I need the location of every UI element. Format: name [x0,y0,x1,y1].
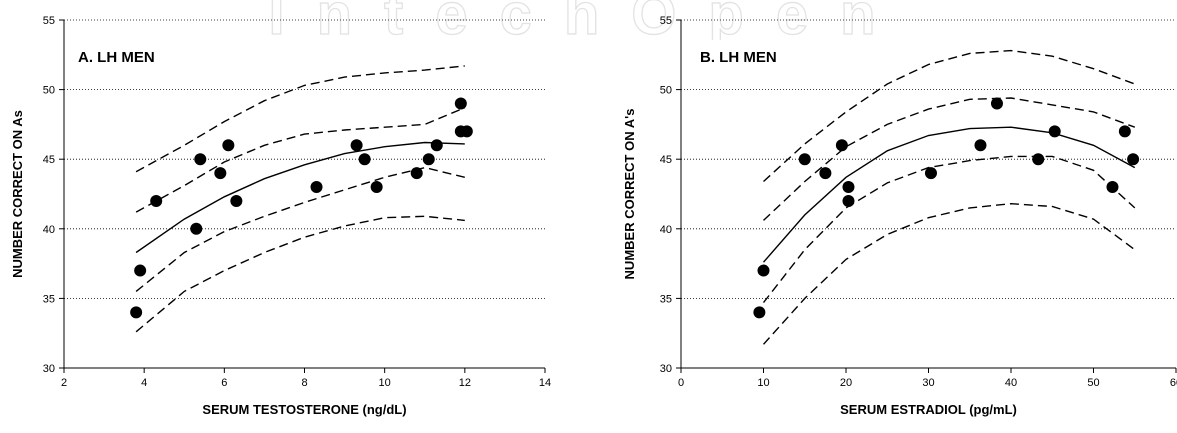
y-axis-title: NUMBER CORRECT ON A's [622,109,637,280]
data-point [454,97,467,110]
data-point [835,139,848,152]
x-axis-title: SERUM TESTOSTERONE (ng/dL) [202,402,406,417]
y-axis-title: NUMBER CORRECT ON As [10,110,25,278]
data-point [370,181,383,194]
x-tick-label: 10 [757,377,769,389]
x-tick-label: 8 [301,377,307,389]
x-tick-label: 40 [1005,377,1017,389]
chart-a: 30 35 40 45 50 55 2 4 6 8 10 12 14 A. LH MEN SERUM TES… [10,15,551,417]
data-point [350,139,363,152]
y-tick-label: 55 [660,15,672,27]
data-point [753,306,766,319]
data-point [1032,153,1045,166]
data-point [150,194,163,207]
regression-line [762,126,1136,263]
x-tick-label: 12 [459,377,471,389]
x-tick-label: 2 [61,377,67,389]
y-tick-label: 30 [43,363,55,375]
data-point [1127,153,1140,166]
data-point [134,264,147,277]
y-tick-label: 40 [43,224,55,236]
data-point [222,139,235,152]
x-tick-label: 10 [379,377,391,389]
data-point [1118,125,1131,138]
y-tick-label: 55 [43,15,55,27]
y-tick-label: 30 [660,363,672,375]
y-tick-label: 45 [43,154,55,166]
y-tick-label: 35 [660,293,672,305]
x-tick-label: 14 [539,377,551,389]
data-point [1106,181,1119,194]
data-point [460,125,473,138]
x-tick-label: 4 [141,377,147,389]
data-point [430,139,443,152]
x-tick-label: 30 [922,377,934,389]
data-point [130,306,143,319]
data-point [1048,125,1061,138]
confidence-band-line [135,65,465,173]
data-point [422,153,435,166]
y-tick-label: 35 [43,293,55,305]
data-point [924,167,937,180]
y-tick-label: 50 [660,85,672,97]
chart-title: A. LH MEN [78,49,155,66]
data-point [310,181,323,194]
confidence-band-line [763,49,1136,183]
y-tick-label: 40 [660,224,672,236]
data-point [194,153,207,166]
data-point [974,139,987,152]
data-point [358,153,371,166]
regression-line [135,141,465,254]
x-tick-label: 6 [221,377,227,389]
confidence-band-line [135,107,466,213]
y-tick-label: 45 [660,154,672,166]
y-tick-label: 50 [43,85,55,97]
chart-title: B. LH MEN [700,49,777,66]
data-point [990,97,1003,110]
x-axis-title: SERUM ESTRADIOL (pg/mL) [840,402,1017,417]
data-point [410,167,423,180]
data-point [798,153,811,166]
data-point [757,264,770,277]
data-point [819,167,832,180]
confidence-band-line [135,166,465,292]
chart-panel-a: 30 35 40 45 50 55 2 4 6 8 10 12 14 A. LH MEN SERUM TES… [0,0,590,428]
data-point [190,222,203,235]
x-tick-label: 50 [1087,377,1099,389]
confidence-band-line [762,202,1136,345]
x-tick-label: 60 [1170,377,1177,389]
data-point [842,194,855,207]
data-point [842,181,855,194]
x-tick-label: 0 [678,377,684,389]
confidence-band-line [762,155,1136,304]
x-tick-label: 20 [840,377,852,389]
chart-b: 30 35 40 45 50 55 0 10 20 30 40 50 60 B. LH MEN SERUM … [622,15,1177,417]
data-point [214,167,227,180]
confidence-band-line [135,215,465,333]
data-point [230,194,243,207]
chart-panel-b: 30 35 40 45 50 55 0 10 20 30 40 50 60 B. LH MEN SERUM … [620,0,1177,428]
